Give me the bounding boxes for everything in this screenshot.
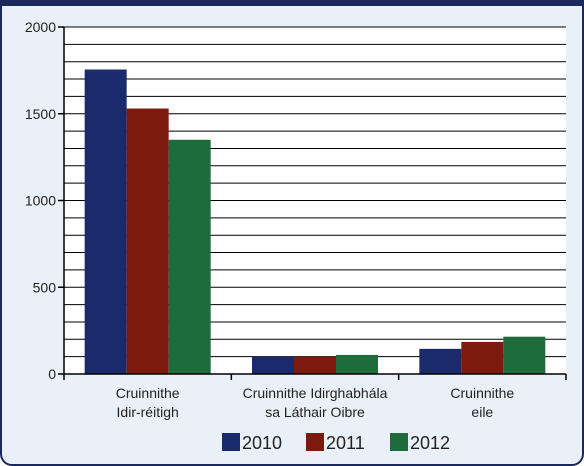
legend-swatch-2012 [390, 433, 408, 451]
legend-swatch-2011 [306, 433, 324, 451]
x-category-labels: Cruinnithe Idir-réitigh Cruinnithe Idirgha… [116, 385, 515, 420]
bar-2012-cat3 [503, 336, 546, 374]
bar-2010-cat2 [252, 356, 294, 374]
bar-2012-cat2 [336, 354, 378, 374]
x-category-label: Cruinnithe [116, 385, 180, 401]
bar-2010-cat1 [84, 69, 127, 374]
bar-2011-cat2 [294, 356, 336, 374]
x-category-label: eile [471, 404, 493, 420]
legend-swatch-2010 [222, 433, 240, 451]
x-category-label: sa Láthair Oibre [265, 404, 365, 420]
bar-2011-cat3 [461, 341, 504, 374]
x-category-label: Cruinnithe [450, 385, 514, 401]
x-category-label: Cruinnithe Idirghabhála [243, 385, 388, 401]
x-category-label: Idir-réitigh [117, 404, 179, 420]
legend-label: 2012 [410, 433, 450, 453]
axes [58, 26, 567, 380]
bar-2011-cat1 [126, 108, 169, 375]
legend-label: 2011 [326, 433, 365, 453]
legend: 2010 2011 2012 [222, 433, 450, 453]
y-tick-label: 500 [33, 279, 57, 295]
legend-label: 2010 [242, 433, 282, 453]
bars [84, 69, 546, 375]
y-tick-label: 1000 [25, 193, 56, 209]
y-tick-label: 2000 [25, 19, 56, 35]
y-tick-labels: 0 500 1000 1500 2000 [25, 19, 56, 382]
y-tick-label: 0 [48, 366, 56, 382]
y-tick-label: 1500 [25, 106, 56, 122]
bar-2012-cat1 [168, 139, 211, 374]
bar-2010-cat3 [419, 348, 462, 374]
